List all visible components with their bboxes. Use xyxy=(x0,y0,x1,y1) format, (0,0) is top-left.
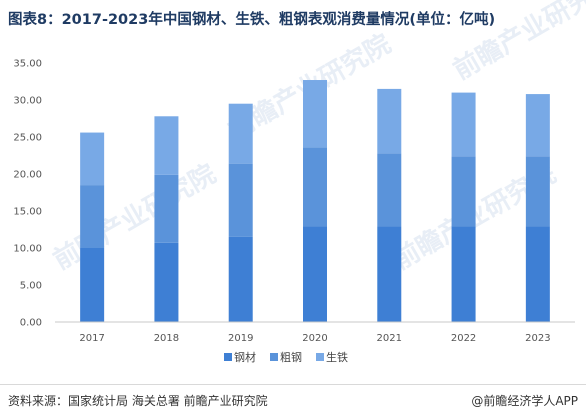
source-text: 资料来源：国家统计局 海关总署 前瞻产业研究院 xyxy=(8,394,268,408)
bar-segment-粗钢 xyxy=(80,185,105,248)
y-axis: 0.00 5.00 10.00 15.00 20.00 25.00 30.00 35.00 xyxy=(13,59,42,329)
y-tick-label: 5.00 xyxy=(20,281,42,292)
x-axis: 2017 2018 2019 2020 2021 2022 2023 xyxy=(55,321,575,344)
bars xyxy=(80,80,550,322)
watermark-text: 前瞻产业研究院 xyxy=(48,158,221,276)
y-tick-label: 20.00 xyxy=(13,170,42,181)
bar-segment-生铁 xyxy=(303,80,327,148)
bar-segment-生铁 xyxy=(377,88,402,154)
bar-segment-钢材 xyxy=(154,242,179,322)
bar-segment-生铁 xyxy=(80,132,105,186)
chart: 前瞻产业研究院前瞻产业研究院前瞻产业研究院前瞻产业研究院 0.005.0010.… xyxy=(13,0,586,364)
y-tick-label: 10.00 xyxy=(13,244,42,255)
x-tick-label: 2018 xyxy=(154,333,179,344)
bar-segment-钢材 xyxy=(377,226,402,322)
bar-segment-粗钢 xyxy=(303,147,327,227)
chart-title: 图表8：2017-2023年中国钢材、生铁、粗钢表观消费量情况(单位：亿吨) xyxy=(8,12,496,28)
bar-segment-粗钢 xyxy=(377,153,402,227)
x-tick-label: 2017 xyxy=(79,333,104,344)
bar-segment-生铁 xyxy=(154,116,179,175)
watermark-text: 前瞻产业研究院 xyxy=(448,0,586,86)
legend-label: 生铁 xyxy=(326,350,348,364)
legend-swatch xyxy=(316,353,324,361)
legend-label: 粗钢 xyxy=(280,351,302,364)
x-tick-label: 2021 xyxy=(377,333,402,344)
legend: 钢材 粗钢 生铁 xyxy=(224,350,348,364)
bar-segment-钢材 xyxy=(451,226,476,322)
bar-segment-粗钢 xyxy=(451,156,476,227)
bar-segment-粗钢 xyxy=(525,156,550,227)
bar-segment-钢材 xyxy=(228,236,253,322)
y-tick-label: 30.00 xyxy=(13,96,42,107)
legend-swatch xyxy=(270,353,278,361)
y-tick-label: 0.00 xyxy=(20,318,42,329)
bar-segment-生铁 xyxy=(451,92,476,157)
bar-segment-粗钢 xyxy=(228,163,253,237)
footer: 资料来源：国家统计局 海关总署 前瞻产业研究院 @前瞻经济学人APP xyxy=(0,384,586,418)
x-tick-label: 2022 xyxy=(451,333,476,344)
x-tick-label: 2023 xyxy=(525,333,550,344)
brand-text: @前瞻经济学人APP xyxy=(471,394,578,408)
legend-swatch xyxy=(224,353,232,361)
x-tick-label: 2019 xyxy=(228,333,253,344)
x-tick-label: 2020 xyxy=(302,333,327,344)
bar-segment-钢材 xyxy=(525,226,550,322)
bar-segment-生铁 xyxy=(525,94,550,157)
y-tick-label: 35.00 xyxy=(13,59,42,70)
bar-segment-粗钢 xyxy=(154,174,179,243)
y-tick-label: 15.00 xyxy=(13,207,42,218)
legend-label: 钢材 xyxy=(234,350,256,364)
bar-segment-钢材 xyxy=(303,226,327,322)
bar-segment-生铁 xyxy=(228,103,253,164)
y-tick-label: 25.00 xyxy=(13,133,42,144)
bar-segment-钢材 xyxy=(80,248,105,322)
